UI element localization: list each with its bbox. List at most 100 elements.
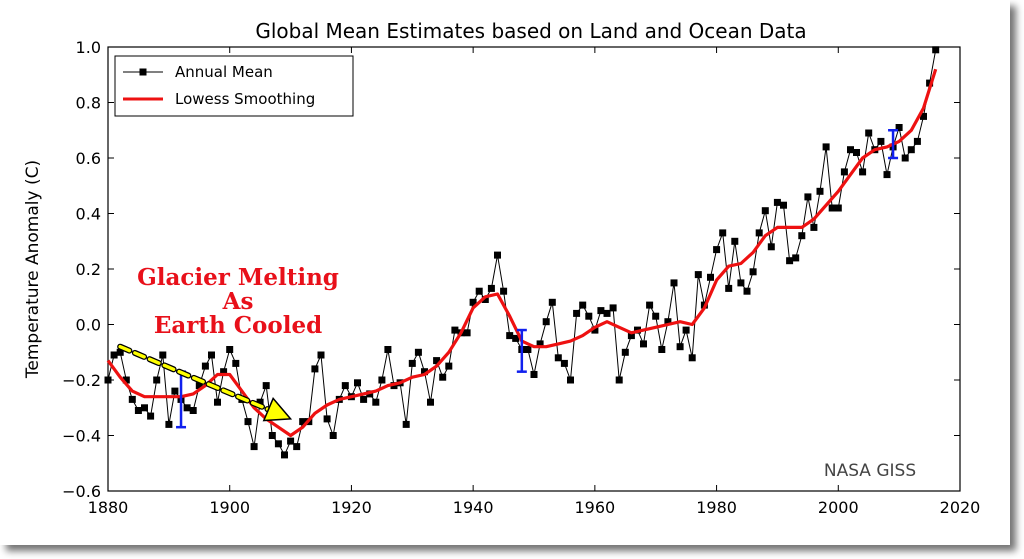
annual-mean-point — [208, 351, 215, 359]
x-tick-label: 1980 — [696, 498, 737, 517]
annual-mean-point — [834, 204, 842, 212]
legend-box — [114, 55, 354, 117]
annual-mean-point — [189, 407, 197, 414]
annual-mean-point — [731, 237, 739, 245]
annual-mean-point — [877, 137, 885, 145]
annual-mean-point — [122, 376, 130, 384]
annual-mean-point — [524, 346, 532, 353]
annual-mean-point — [707, 273, 714, 281]
legend-annual-label: Annual Mean — [175, 63, 273, 81]
annual-mean-point — [500, 287, 508, 295]
annual-mean-point — [165, 420, 173, 428]
annual-mean-point — [573, 309, 581, 317]
annual-mean-point — [451, 326, 459, 334]
annual-mean-point — [895, 124, 903, 131]
arrow-shaft — [118, 344, 271, 412]
annual-mean-point — [719, 229, 727, 237]
annual-mean-point — [591, 326, 599, 334]
annual-mean-point — [542, 318, 550, 326]
annual-mean-point — [694, 271, 702, 279]
annual-mean-point — [658, 346, 666, 353]
annual-mean-point — [414, 348, 422, 356]
arrow-head — [262, 397, 293, 422]
annual-mean-point — [585, 312, 593, 320]
annual-mean-point — [372, 398, 380, 406]
annual-mean-point — [427, 398, 434, 406]
annual-mean-point — [433, 357, 441, 365]
annual-mean-point — [323, 415, 331, 423]
annual-mean-point — [767, 243, 775, 251]
annotation-line-3: Earth Cooled — [154, 312, 322, 339]
annual-mean-point — [737, 279, 745, 287]
annual-mean-point — [761, 207, 769, 215]
annual-mean-point — [621, 348, 629, 356]
annual-mean-point — [299, 418, 307, 426]
y-tick-label: 0.0 — [76, 316, 101, 335]
annual-mean-point — [408, 359, 416, 367]
annual-mean-point — [311, 365, 319, 373]
annual-mean-point — [378, 376, 386, 384]
annual-mean-point — [676, 343, 684, 351]
annual-mean-point — [646, 301, 654, 309]
lowess-line — [106, 68, 938, 438]
annual-mean-point — [402, 420, 410, 428]
annual-mean-point — [475, 287, 483, 295]
annual-mean-point — [828, 204, 836, 212]
annual-mean-point — [822, 143, 830, 151]
annual-mean-point — [317, 351, 325, 359]
annual-mean-point — [615, 376, 623, 384]
annual-mean-point — [664, 318, 672, 326]
annual-mean-point — [640, 340, 647, 348]
annual-mean-point — [713, 246, 721, 254]
plot-area: 1880 1900 1920 1940 1960 1980 2000 2020 −0.6 −0.4… — [62, 38, 980, 517]
annual-mean-point — [147, 412, 155, 420]
annual-mean-point — [883, 171, 891, 179]
annual-mean-point — [153, 376, 161, 384]
annual-mean-point — [530, 371, 538, 378]
annual-mean-point — [560, 359, 568, 367]
y-tick-label: −0.2 — [62, 371, 101, 390]
series-lowess-smoothing — [106, 68, 938, 438]
annual-mean-point — [567, 376, 574, 384]
y-tick-label: 0.2 — [76, 260, 101, 279]
annual-mean-point — [256, 398, 264, 406]
annual-mean-point — [463, 329, 471, 337]
annual-mean-point — [116, 348, 124, 356]
annual-mean-point — [926, 79, 934, 87]
annual-mean-point — [134, 407, 142, 414]
annual-mean-point — [932, 46, 940, 54]
annual-mean-point — [141, 404, 148, 412]
x-tick-label: 1960 — [574, 498, 615, 517]
annual-mean-point — [780, 201, 787, 209]
y-tick-label: −0.6 — [62, 482, 101, 501]
y-tick-label: 0.6 — [76, 149, 101, 168]
annual-mean-point — [609, 304, 617, 312]
annual-mean-point — [262, 382, 270, 390]
annual-mean-point — [421, 368, 428, 376]
annotation-line-1: Glacier Melting — [137, 264, 339, 291]
annual-mean-point — [554, 354, 562, 362]
annual-mean-point — [725, 284, 733, 292]
x-tick-label: 1920 — [331, 498, 372, 517]
legend-lowess-label: Lowess Smoothing — [175, 90, 315, 108]
annual-mean-point — [287, 437, 295, 445]
annual-mean-point — [901, 154, 909, 162]
annual-mean-point — [907, 146, 915, 154]
annual-mean-point — [354, 379, 361, 387]
annual-mean-point — [214, 398, 221, 406]
annual-mean-point — [274, 440, 282, 448]
annotation-arrow — [117, 343, 293, 422]
legend: Annual Mean Lowess Smoothing — [114, 55, 354, 117]
annual-mean-point — [244, 418, 252, 426]
annual-mean-point — [670, 279, 678, 287]
axis-ticks: 1880 1900 1920 1940 1960 1980 2000 2020 −0.6 −0.4… — [62, 38, 980, 517]
annual-mean-point — [816, 187, 824, 195]
annual-mean-point — [597, 307, 605, 315]
annual-mean-point — [128, 395, 136, 403]
annual-mean-point — [749, 268, 757, 276]
y-axis-label: Temperature Anomaly (C) — [23, 160, 43, 379]
annual-mean-point — [548, 298, 556, 306]
credit-label: NASA GISS — [824, 461, 916, 481]
y-tick-label: 0.8 — [76, 94, 101, 113]
annual-mean-point — [439, 373, 447, 381]
